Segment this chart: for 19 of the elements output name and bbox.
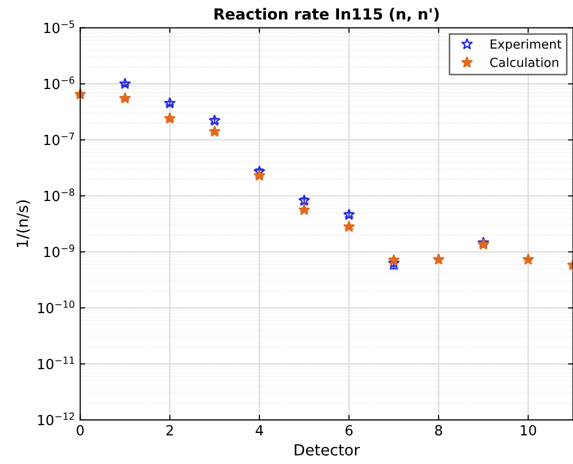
chart-title: Reaction rate In115 (n, n')	[214, 8, 439, 22]
y-tick-label: 10$^{−12}$	[38, 412, 74, 426]
y-axis-title: 1/(n/s)	[16, 200, 30, 247]
y-tick-label: 10$^{−6}$	[44, 76, 74, 90]
x-tick-label: 0	[76, 425, 84, 436]
x-tick-label: 8	[435, 425, 442, 436]
x-axis-title: Detector	[294, 444, 360, 456]
y-tick-label: 10$^{−5}$	[44, 20, 74, 34]
y-tick-label: 10$^{−11}$	[38, 356, 74, 370]
x-tick-label: 2	[166, 425, 173, 436]
legend-label: Calculation	[490, 57, 558, 68]
legend-label: Experiment	[490, 39, 562, 52]
x-tick-label: 6	[346, 425, 353, 436]
x-tick-label: 4	[256, 425, 264, 436]
y-tick-label: 10$^{−9}$	[44, 244, 74, 258]
y-tick-label: 10$^{−8}$	[44, 188, 74, 202]
x-tick-label: 10	[520, 425, 536, 436]
y-tick-label: 10$^{−10}$	[38, 300, 74, 314]
y-tick-label: 10$^{−7}$	[44, 132, 74, 146]
